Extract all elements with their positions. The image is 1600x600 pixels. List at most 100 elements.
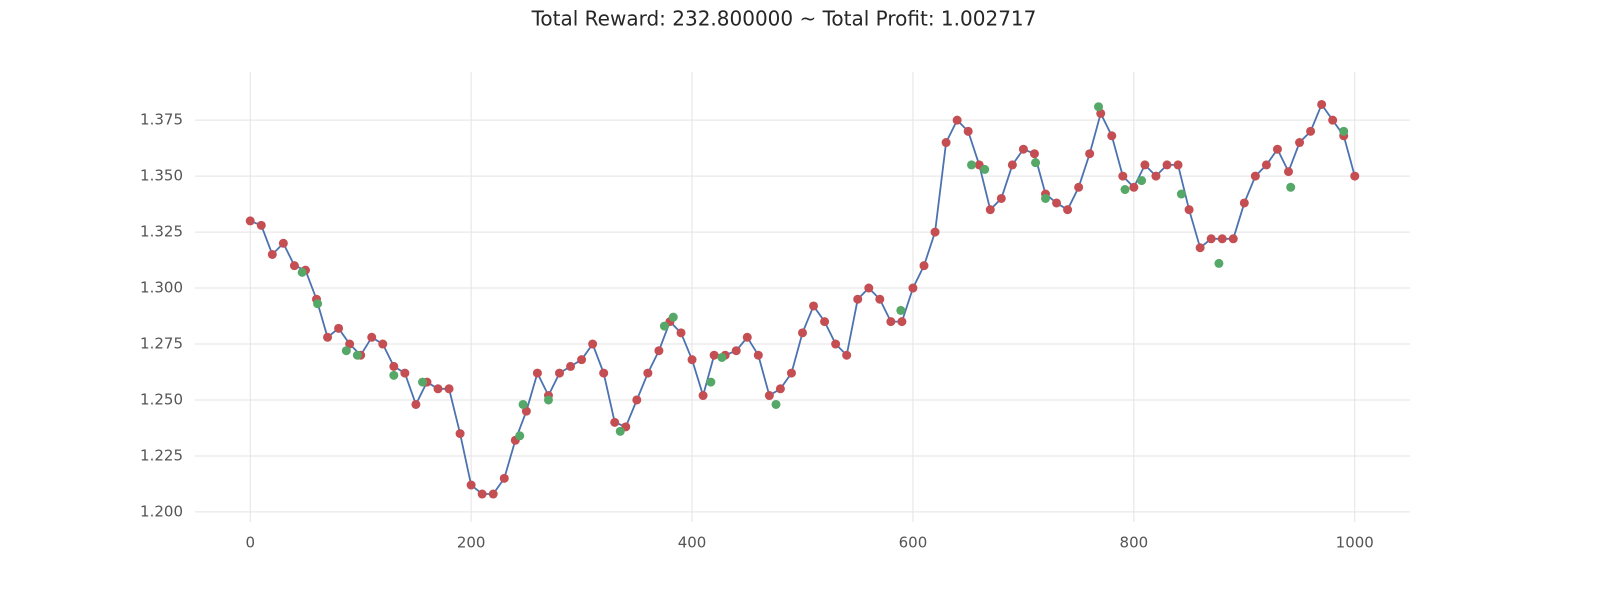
marker [643, 368, 653, 378]
marker [1272, 144, 1282, 154]
marker [367, 332, 377, 342]
marker [709, 350, 719, 360]
marker [717, 352, 727, 362]
marker [853, 294, 863, 304]
marker [1137, 176, 1147, 186]
marker [919, 261, 929, 271]
y-tick-label: 1.250 [140, 390, 183, 408]
marker [1041, 193, 1050, 203]
marker [433, 384, 443, 394]
marker [698, 391, 708, 401]
marker [588, 339, 598, 349]
marker [389, 370, 399, 380]
marker [1029, 149, 1039, 159]
marker [610, 417, 620, 427]
marker [1052, 198, 1062, 208]
marker [1350, 171, 1360, 181]
marker [400, 368, 410, 378]
marker [952, 115, 962, 125]
x-tick-label: 200 [457, 534, 486, 552]
marker [1118, 171, 1128, 181]
marker [1063, 205, 1073, 215]
marker [1120, 185, 1130, 195]
marker [518, 399, 528, 409]
marker [334, 323, 344, 333]
marker [985, 205, 995, 215]
marker [1206, 234, 1216, 244]
marker [930, 227, 940, 237]
marker [980, 164, 990, 174]
y-tick-label: 1.275 [140, 335, 183, 353]
marker [477, 489, 487, 499]
marker [1239, 198, 1249, 208]
y-tick-label: 1.225 [140, 446, 183, 464]
marker [378, 339, 388, 349]
marker [786, 368, 796, 378]
marker [313, 299, 323, 309]
marker [809, 301, 819, 311]
marker [418, 377, 428, 387]
x-tick-label: 600 [899, 534, 928, 552]
marker [1286, 182, 1296, 192]
marker [676, 328, 686, 338]
marker [654, 346, 664, 356]
marker [521, 406, 531, 416]
marker [1140, 160, 1150, 170]
marker [1195, 243, 1205, 253]
marker [488, 489, 498, 499]
marker [753, 350, 763, 360]
marker [1214, 258, 1224, 268]
marker [659, 321, 669, 331]
line [249, 102, 1356, 495]
y-tick-label: 1.200 [140, 502, 183, 520]
marker [1162, 160, 1172, 170]
marker [532, 368, 542, 378]
marker [775, 384, 785, 394]
marker [345, 339, 355, 349]
marker [1317, 99, 1327, 109]
marker [864, 283, 874, 293]
x-tick-label: 1000 [1336, 534, 1374, 552]
marker [1228, 234, 1238, 244]
marker [632, 395, 642, 405]
marker [1151, 171, 1161, 181]
marker [668, 312, 678, 322]
x-tick-label: 0 [245, 534, 255, 552]
marker [515, 431, 525, 441]
marker [1284, 167, 1293, 177]
marker [1107, 131, 1117, 141]
marker [341, 346, 351, 356]
marker [963, 126, 973, 136]
marker [499, 473, 509, 483]
marker [820, 317, 830, 327]
marker [875, 294, 885, 304]
marker [706, 377, 716, 387]
marker [798, 328, 807, 338]
marker [908, 283, 918, 293]
marker [411, 399, 421, 409]
marker [842, 350, 852, 360]
y-tick-label: 1.325 [140, 223, 183, 241]
marker [278, 238, 288, 248]
marker [1031, 158, 1041, 168]
marker [831, 339, 841, 349]
x-tick-label: 800 [1120, 534, 1149, 552]
marker [742, 332, 752, 342]
marker [896, 305, 906, 315]
marker [256, 220, 266, 230]
marker [886, 317, 896, 327]
marker [566, 361, 576, 371]
marker [996, 193, 1006, 203]
marker [1295, 138, 1305, 148]
marker [1339, 126, 1349, 136]
marker [966, 160, 976, 170]
marker [1261, 160, 1271, 170]
y-tick-label: 1.300 [140, 279, 183, 297]
marker [1306, 126, 1316, 136]
marker [1074, 182, 1084, 192]
marker [289, 261, 299, 271]
marker [352, 350, 362, 360]
marker [245, 216, 255, 226]
marker [941, 138, 951, 148]
